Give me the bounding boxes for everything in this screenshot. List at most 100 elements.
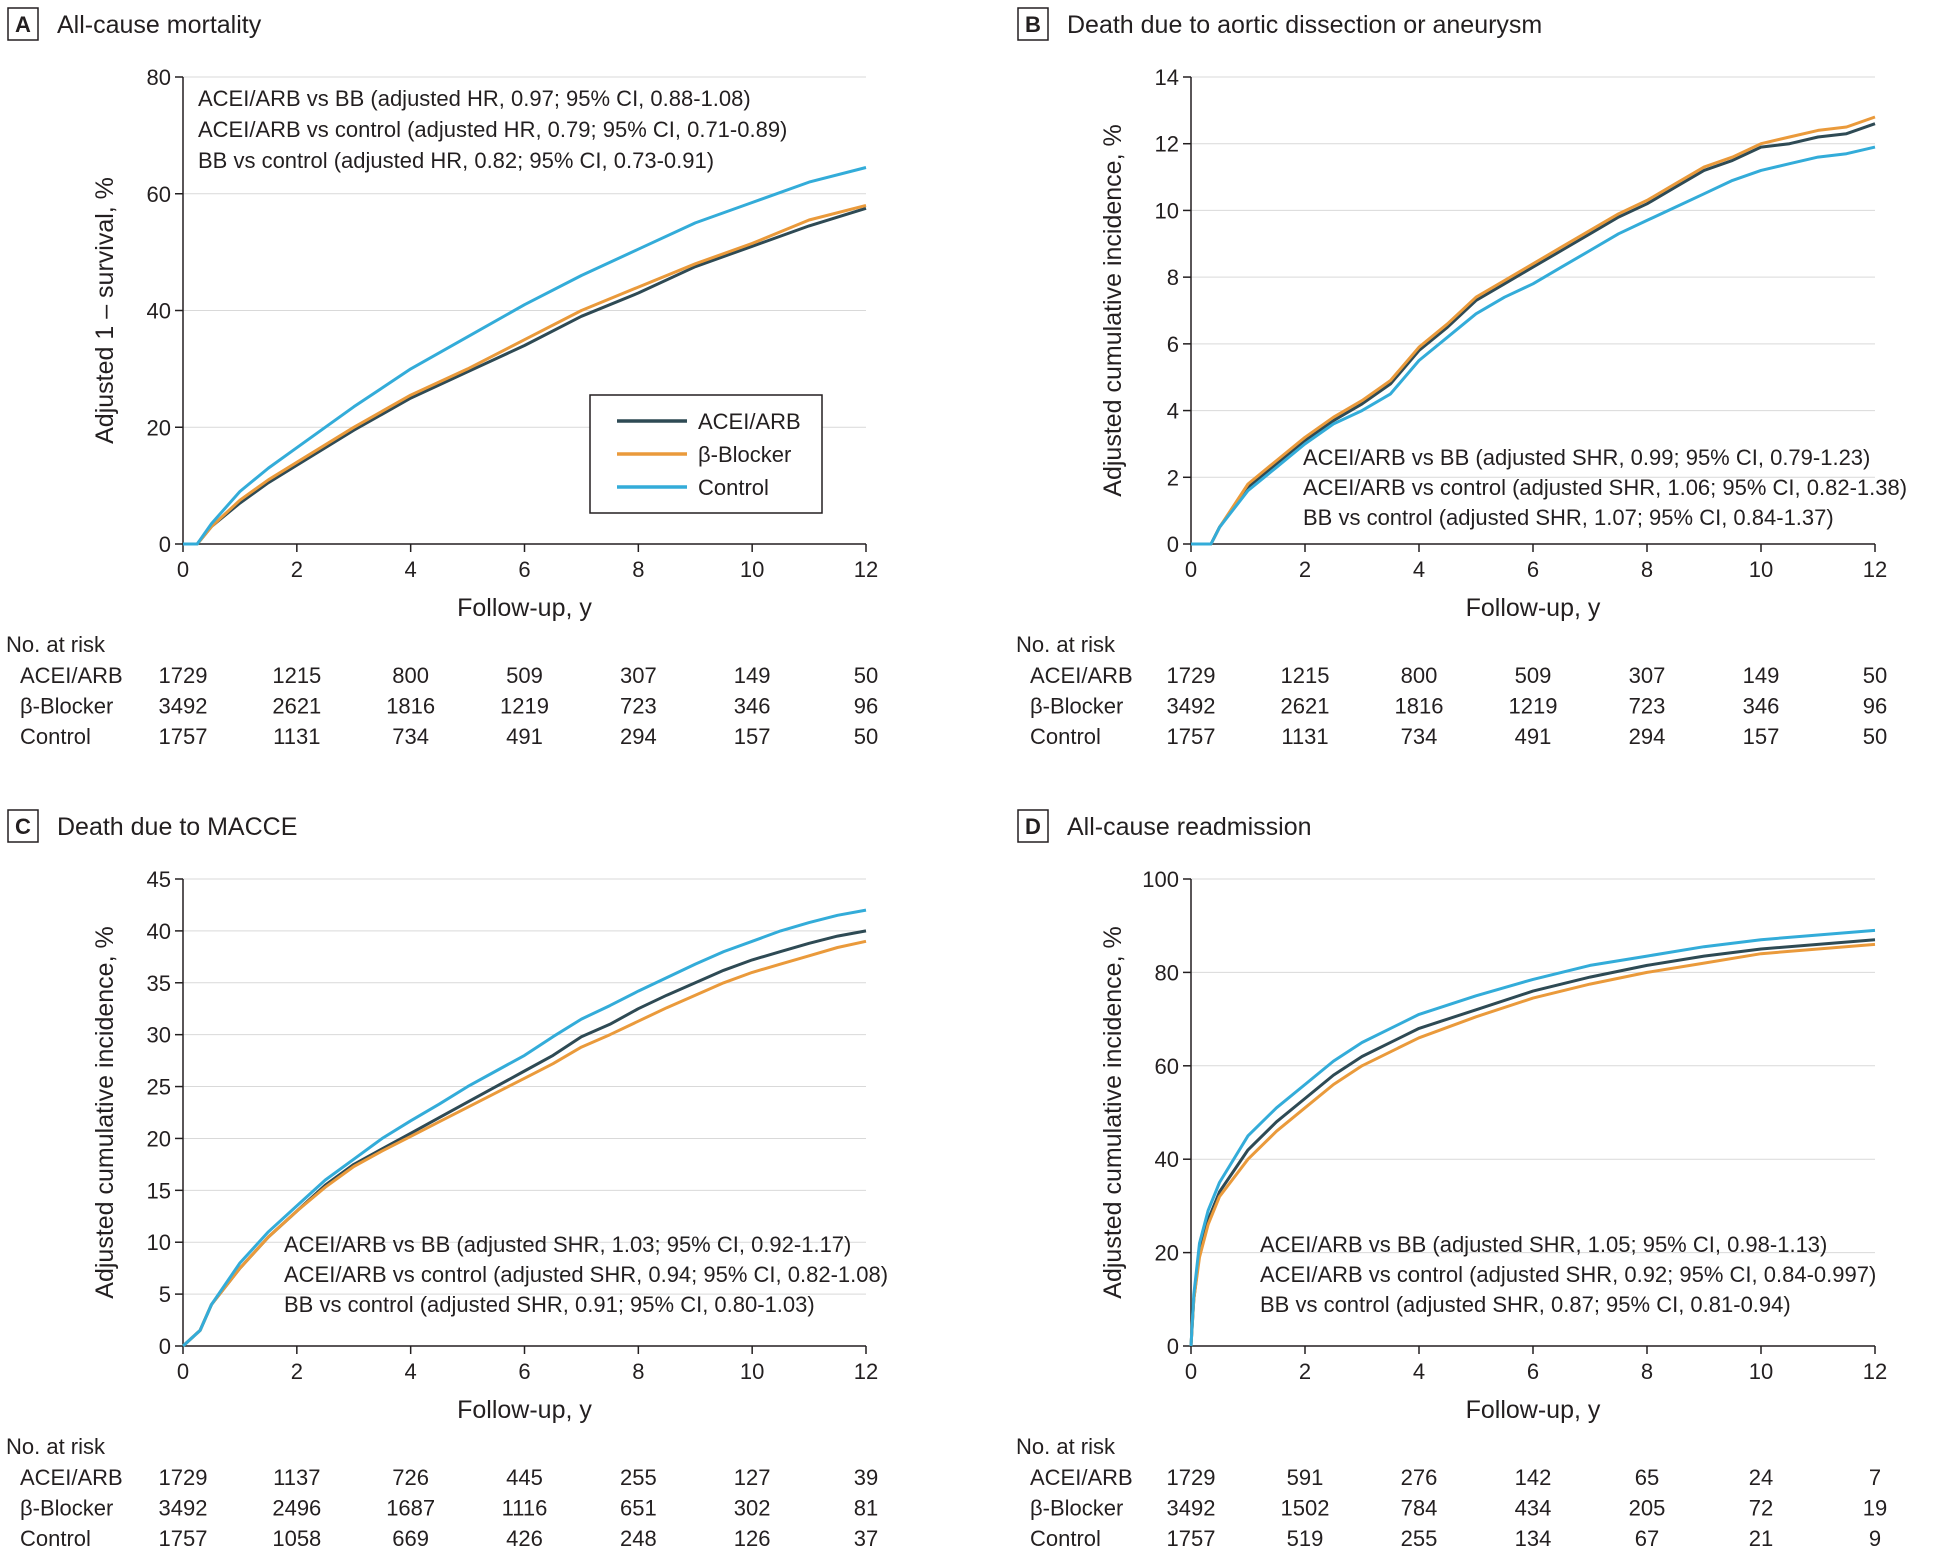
series-line-control — [181, 908, 867, 1348]
risk-cell: 37 — [854, 1526, 878, 1549]
risk-cell: 1131 — [273, 724, 320, 749]
risk-cell: 126 — [734, 1526, 771, 1549]
y-tick-label: 60 — [147, 182, 171, 207]
risk-table: No. at risk ACEI/ARB 1729 1215 800 509 307 149 5… — [6, 632, 878, 749]
risk-cell: 1729 — [1167, 663, 1216, 688]
risk-cell: 302 — [734, 1496, 771, 1521]
y-tick-label: 100 — [1142, 867, 1179, 892]
risk-cell: 1215 — [272, 663, 321, 688]
x-tick-label: 4 — [1413, 1359, 1425, 1384]
y-tick-label: 0 — [159, 532, 171, 557]
series-line-blocker — [181, 939, 867, 1348]
risk-cell: 346 — [1743, 694, 1780, 719]
risk-cell: 491 — [1515, 724, 1552, 749]
y-tick-label: 20 — [147, 1126, 171, 1151]
risk-cell: 1729 — [159, 1465, 208, 1490]
risk-table: No. at risk ACEI/ARB 1729 1137 726 445 255 127 3… — [6, 1434, 878, 1549]
risk-row-label: Control — [20, 1526, 91, 1549]
risk-cell: 276 — [1401, 1465, 1438, 1490]
x-tick-label: 12 — [1863, 557, 1887, 582]
risk-cell: 1729 — [159, 663, 208, 688]
y-axis-label: Adjusted cumulative incidence, % — [91, 926, 119, 1298]
hr-annotation: ACEI/ARB vs BB (adjusted SHR, 0.99; 95% … — [1303, 445, 1870, 470]
risk-cell: 50 — [1863, 724, 1887, 749]
hr-annotation: ACEI/ARB vs control (adjusted HR, 0.79; … — [198, 117, 787, 142]
series-line-acei-arb — [1191, 122, 1876, 546]
panel-label: A — [15, 12, 31, 37]
risk-cell: 1502 — [1281, 1496, 1330, 1521]
risk-cell: 3492 — [1167, 694, 1216, 719]
y-tick-label: 45 — [147, 867, 171, 892]
risk-cell: 1219 — [1509, 694, 1558, 719]
y-tick-label: 80 — [1155, 960, 1179, 985]
risk-cell: 491 — [506, 724, 543, 749]
panel-label-box — [7, 7, 39, 41]
risk-cell: 205 — [1629, 1496, 1666, 1521]
risk-cell: 591 — [1287, 1465, 1324, 1490]
y-tick-label: 25 — [147, 1075, 171, 1100]
risk-cell: 96 — [1863, 694, 1887, 719]
risk-row-label: β-Blocker — [1030, 694, 1123, 719]
x-tick-label: 10 — [740, 1359, 764, 1384]
risk-cell: 1757 — [1167, 724, 1216, 749]
risk-cell: 2621 — [1281, 694, 1330, 719]
risk-cell: 294 — [1629, 724, 1666, 749]
risk-cell: 127 — [734, 1465, 771, 1490]
risk-row-label: ACEI/ARB — [1030, 663, 1133, 688]
panel-title: Death due to MACCE — [57, 813, 297, 841]
risk-cell: 651 — [620, 1496, 657, 1521]
x-tick-label: 6 — [1527, 557, 1539, 582]
panel-title: All-cause mortality — [57, 11, 262, 39]
risk-cell: 248 — [620, 1526, 657, 1549]
panel-b: B Death due to aortic dissection or aneur… — [1016, 7, 1907, 749]
y-tick-label: 5 — [159, 1282, 171, 1307]
x-tick-label: 12 — [854, 1359, 878, 1384]
risk-cell: 39 — [854, 1465, 878, 1490]
risk-cell: 1058 — [272, 1526, 321, 1549]
risk-row-label: Control — [1030, 724, 1101, 749]
y-tick-label: 10 — [1155, 198, 1179, 223]
risk-table-header: No. at risk — [6, 1434, 106, 1459]
y-tick-label: 35 — [147, 971, 171, 996]
risk-table-header: No. at risk — [1016, 632, 1116, 657]
y-tick-label: 4 — [1167, 399, 1179, 424]
risk-row-label: ACEI/ARB — [1030, 1465, 1133, 1490]
series-line-control — [1191, 145, 1876, 546]
risk-cell: 1816 — [1395, 694, 1444, 719]
risk-cell: 784 — [1401, 1496, 1438, 1521]
risk-cell: 2496 — [272, 1496, 321, 1521]
risk-table-header: No. at risk — [1016, 1434, 1116, 1459]
risk-row-label: β-Blocker — [20, 694, 113, 719]
panel-label-box — [7, 809, 39, 843]
risk-cell: 21 — [1749, 1526, 1773, 1549]
series-line-acei-arb — [1189, 938, 1876, 1347]
panel-label: C — [15, 814, 31, 839]
risk-cell: 1137 — [273, 1465, 320, 1490]
risk-cell: 24 — [1749, 1465, 1773, 1490]
risk-cell: 9 — [1869, 1526, 1881, 1549]
x-tick-label: 10 — [1749, 557, 1773, 582]
x-tick-label: 8 — [632, 1359, 644, 1384]
panel-label: B — [1025, 12, 1041, 37]
x-tick-label: 4 — [405, 1359, 417, 1384]
panel-title: Death due to aortic dissection or aneury… — [1067, 11, 1542, 39]
risk-row-label: Control — [20, 724, 91, 749]
risk-cell: 72 — [1749, 1496, 1773, 1521]
legend: ACEI/ARB β-Blocker Control — [589, 394, 823, 514]
hr-annotation: ACEI/ARB vs control (adjusted SHR, 0.92;… — [1260, 1262, 1876, 1287]
risk-cell: 800 — [1401, 663, 1438, 688]
hr-annotation: BB vs control (adjusted SHR, 0.87; 95% C… — [1260, 1292, 1791, 1317]
risk-row-label: ACEI/ARB — [20, 663, 123, 688]
risk-cell: 1729 — [1167, 1465, 1216, 1490]
risk-cell: 1757 — [159, 1526, 208, 1549]
legend-label: β-Blocker — [698, 442, 791, 467]
risk-cell: 1215 — [1281, 663, 1330, 688]
risk-cell: 19 — [1863, 1496, 1887, 1521]
risk-cell: 1116 — [502, 1496, 548, 1521]
risk-cell: 255 — [620, 1465, 657, 1490]
x-tick-label: 0 — [1185, 557, 1197, 582]
x-axis-label: Follow-up, y — [1466, 594, 1601, 622]
risk-cell: 157 — [1743, 724, 1780, 749]
risk-cell: 2621 — [272, 694, 321, 719]
x-tick-label: 10 — [740, 557, 764, 582]
